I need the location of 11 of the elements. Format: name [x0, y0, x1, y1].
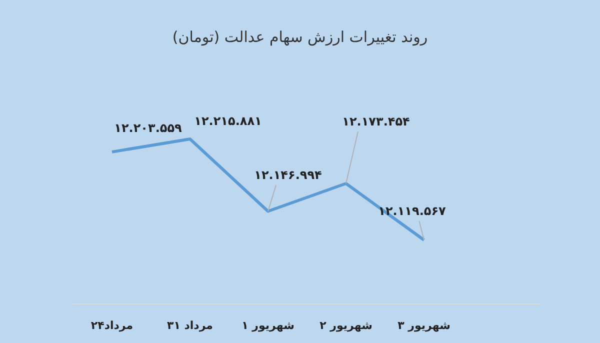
x-tick-label: ۲ شهریور — [320, 319, 372, 332]
data-label: ۱۲.۱۱۹.۵۶۷ — [378, 204, 447, 218]
data-label: ۱۲.۲۱۵.۸۸۱ — [194, 114, 262, 128]
x-tick-label: ۲۴مرداد — [90, 319, 134, 332]
data-label: ۱۲.۱۴۶.۹۹۴ — [254, 168, 322, 182]
data-label: ۱۲.۱۷۳.۴۵۴ — [342, 114, 410, 128]
data-label: ۱۲.۲۰۳.۵۵۹ — [114, 120, 183, 135]
x-tick-label: ۳ شهریور — [398, 319, 450, 332]
x-tick-label: ۱ شهریور — [242, 319, 294, 332]
chart-title: روند تغییرات ارزش سهام عدالت (تومان) — [172, 28, 428, 46]
x-tick-label: ۳۱ مرداد — [167, 319, 213, 332]
